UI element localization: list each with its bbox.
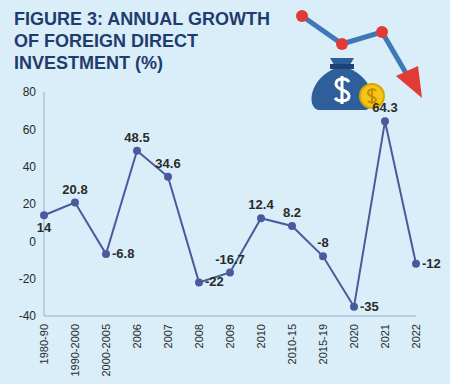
svg-text:-12: -12 bbox=[422, 256, 441, 271]
svg-text:2007: 2007 bbox=[162, 324, 174, 348]
svg-text:2020: 2020 bbox=[348, 324, 360, 348]
svg-text:-6.8: -6.8 bbox=[112, 246, 134, 261]
svg-text:-16.7: -16.7 bbox=[215, 252, 245, 267]
svg-text:1990-2000: 1990-2000 bbox=[69, 324, 81, 377]
svg-text:48.5: 48.5 bbox=[124, 130, 149, 145]
svg-text:-20: -20 bbox=[19, 272, 37, 286]
svg-text:34.6: 34.6 bbox=[155, 156, 180, 171]
svg-text:20.8: 20.8 bbox=[62, 182, 87, 197]
svg-text:2010: 2010 bbox=[255, 324, 267, 348]
svg-text:2009: 2009 bbox=[224, 324, 236, 348]
svg-text:1980-90: 1980-90 bbox=[38, 324, 50, 364]
svg-text:60: 60 bbox=[23, 123, 37, 137]
svg-text:20: 20 bbox=[23, 197, 37, 211]
svg-text:2022: 2022 bbox=[410, 324, 422, 348]
svg-text:80: 80 bbox=[23, 85, 37, 99]
svg-text:0: 0 bbox=[29, 235, 36, 249]
svg-text:40: 40 bbox=[23, 160, 37, 174]
svg-text:-8: -8 bbox=[317, 235, 329, 250]
svg-text:12.4: 12.4 bbox=[248, 197, 274, 212]
svg-text:2015-19: 2015-19 bbox=[317, 324, 329, 364]
svg-text:2008: 2008 bbox=[193, 324, 205, 348]
svg-text:14: 14 bbox=[37, 220, 52, 235]
svg-text:2021: 2021 bbox=[379, 324, 391, 348]
svg-text:-22: -22 bbox=[205, 274, 224, 289]
svg-text:64.3: 64.3 bbox=[372, 100, 397, 115]
svg-text:2006: 2006 bbox=[131, 324, 143, 348]
svg-text:2000-2005: 2000-2005 bbox=[100, 324, 112, 377]
svg-text:2010-15: 2010-15 bbox=[286, 324, 298, 364]
svg-text:8.2: 8.2 bbox=[283, 205, 301, 220]
svg-text:-40: -40 bbox=[19, 309, 37, 323]
html-text:FIGURE 3: ANNUAL GROWTH OF FOR: FIGURE 3: ANNUAL GROWTH OF FOREIGN DIREC… bbox=[14, 9, 270, 73]
svg-text:-35: -35 bbox=[360, 299, 379, 314]
